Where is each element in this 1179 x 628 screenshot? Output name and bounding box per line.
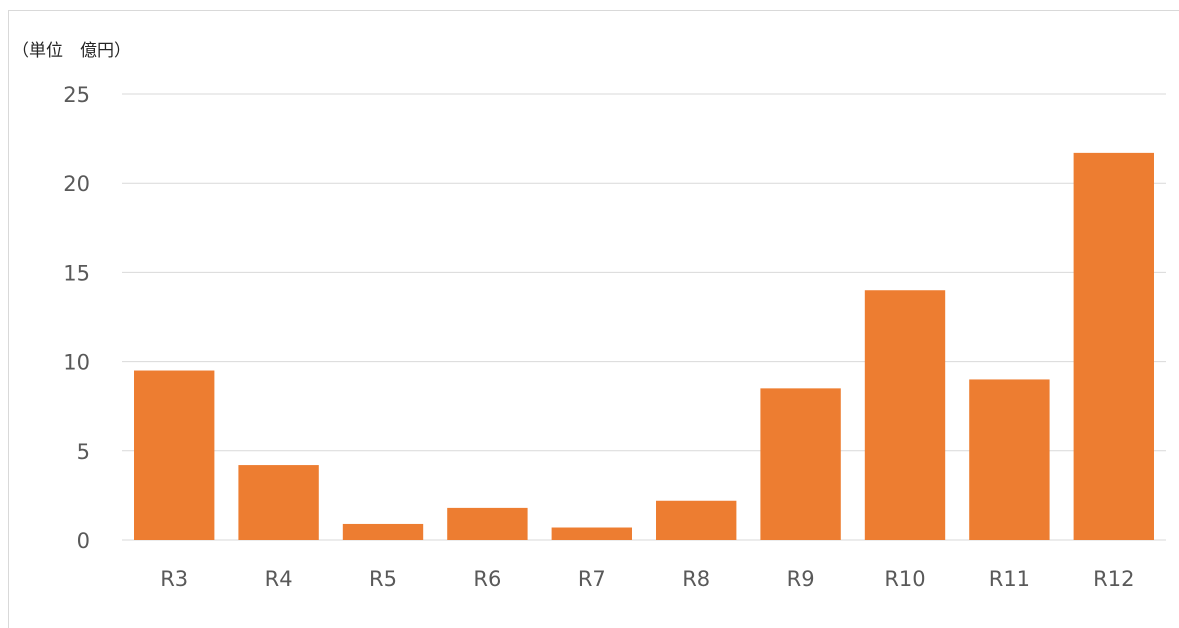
x-tick-label: R12 (1093, 567, 1134, 591)
x-tick-label: R5 (369, 567, 397, 591)
x-axis-ticks: R3 R4 R5 R6 R7 R8 R9 R10 R11 R12 (160, 567, 1134, 591)
bar-r7 (551, 527, 632, 540)
y-axis-ticks: 0 5 10 15 20 25 (63, 83, 90, 553)
x-tick-label: R9 (787, 567, 815, 591)
x-tick-label: R8 (682, 567, 710, 591)
x-tick-label: R4 (265, 567, 293, 591)
bar-r10 (864, 290, 946, 540)
y-tick-label: 15 (63, 261, 90, 285)
x-tick-label: R7 (578, 567, 606, 591)
y-tick-label: 0 (77, 529, 90, 553)
y-tick-label: 20 (63, 172, 90, 196)
bar-r3 (134, 370, 215, 540)
x-tick-label: R3 (160, 567, 188, 591)
y-tick-label: 25 (63, 83, 90, 107)
bar-r8 (656, 500, 737, 540)
x-tick-label: R6 (473, 567, 501, 591)
bars (134, 152, 1154, 540)
bar-r12 (1073, 152, 1154, 540)
bar-r6 (447, 507, 528, 540)
bar-r5 (342, 523, 424, 540)
bar-r11 (969, 379, 1050, 540)
x-tick-label: R10 (884, 567, 925, 591)
bar-r9 (760, 388, 841, 540)
y-tick-label: 10 (63, 351, 90, 375)
y-tick-label: 5 (77, 440, 90, 464)
unit-label: （単位 億円） (12, 41, 131, 61)
x-tick-label: R11 (989, 567, 1030, 591)
bar-r4 (238, 465, 319, 540)
